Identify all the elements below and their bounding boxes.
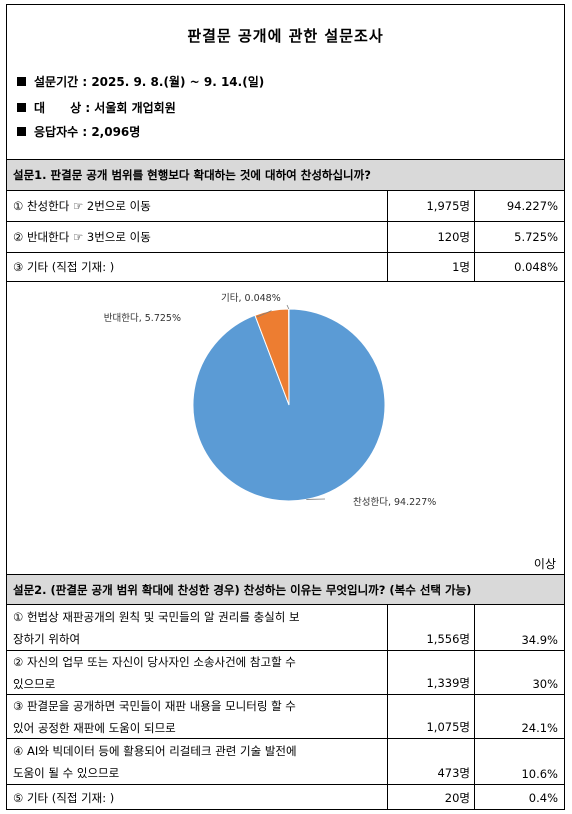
q2-row-line1: ① 헌법상 재판공개의 원칙 및 국민들의 알 권리를 충실히 보	[13, 609, 300, 624]
period-text: 설문기간 : 2025. 9. 8.(월) ~ 9. 14.(일)	[34, 75, 265, 89]
q2-row-label: ⑤ 기타 (직접 기재: )	[13, 790, 115, 805]
square-bullet-icon	[17, 127, 26, 136]
q1-row-label: ③ 기타 (직접 기재: )	[13, 260, 115, 274]
q2-row-count: 1,075명	[387, 695, 475, 738]
q2-row-count: 20명	[387, 785, 475, 810]
q2-row-percent: 0.4%	[528, 790, 558, 805]
info-period: 설문기간 : 2025. 9. 8.(월) ~ 9. 14.(일)	[17, 73, 264, 90]
q1-row-count: 120명	[387, 222, 475, 252]
q1-row-2: ② 반대한다 ☞ 3번으로 이동 120명 5.725%	[7, 222, 564, 253]
q2-row-count: 1,556명	[387, 605, 475, 650]
square-bullet-icon	[17, 77, 26, 86]
q2-row-line1: ② 자신의 업무 또는 자신이 당사자인 소송사건에 참고할 수	[13, 654, 296, 669]
more-label: 이상	[533, 557, 556, 571]
info-target: 대 상 : 서울회 개업회원	[17, 99, 176, 116]
q2-row-percent: 10.6%	[521, 767, 558, 781]
survey-document: 판결문 공개에 관한 설문조사 설문기간 : 2025. 9. 8.(월) ~ …	[6, 4, 565, 810]
target-text: 대 상 : 서울회 개업회원	[34, 101, 176, 115]
q1-row-percent: 94.227%	[506, 199, 558, 213]
q2-row-line1: ③ 판결문을 공개하면 국민들이 재판 내용을 모니터링 할 수	[13, 698, 296, 713]
q1-question: 설문1. 판결문 공개 범위를 현행보다 확대하는 것에 대하여 찬성하십니까?	[13, 168, 371, 182]
q2-row-percent: 24.1%	[521, 721, 558, 735]
q2-row-line2: 장하기 위하여	[13, 631, 81, 646]
q1-header: 설문1. 판결문 공개 범위를 현행보다 확대하는 것에 대하여 찬성하십니까?	[7, 159, 564, 191]
q1-row-3: ③ 기타 (직접 기재: ) 1명 0.048%	[7, 253, 564, 282]
q1-row-percent: 5.725%	[514, 230, 558, 244]
q2-row-line2: 도움이 될 수 있으므로	[13, 765, 120, 780]
leader-line-2	[256, 310, 272, 318]
slice-label-3: 기타, 0.048%	[221, 293, 281, 304]
q1-row-percent: 0.048%	[514, 260, 558, 274]
q2-header: 설문2. (판결문 공개 범위 확대에 찬성한 경우) 찬성하는 이유는 무엇입…	[7, 574, 564, 605]
q2-question: 설문2. (판결문 공개 범위 확대에 찬성한 경우) 찬성하는 이유는 무엇입…	[13, 582, 472, 597]
q2-row-5: ⑤ 기타 (직접 기재: ) 20명 0.4%	[7, 785, 564, 810]
q1-row-label: ① 찬성한다 ☞ 2번으로 이동	[13, 199, 151, 213]
slice-label-2: 반대한다, 5.725%	[104, 313, 181, 324]
leader-line-3	[286, 304, 290, 310]
q2-row-line2: 있어 공정한 재판에 도움이 되므로	[13, 720, 176, 735]
q2-row-percent: 34.9%	[521, 633, 558, 647]
q2-row-percent: 30%	[532, 677, 558, 691]
q2-row-line2: 있으므로	[13, 676, 56, 691]
info-respondents: 응답자수 : 2,096명	[17, 123, 140, 140]
q2-row-count: 1,339명	[387, 651, 475, 694]
q1-row-label: ② 반대한다 ☞ 3번으로 이동	[13, 230, 151, 244]
pie-chart-svg: 찬성한다, 94.227% 반대한다, 5.725% 기타, 0.048%	[104, 293, 437, 508]
q1-row-1: ① 찬성한다 ☞ 2번으로 이동 1,975명 94.227%	[7, 191, 564, 222]
q1-pie-chart: 찬성한다, 94.227% 반대한다, 5.725% 기타, 0.048%	[7, 281, 564, 575]
q1-row-count: 1,975명	[387, 191, 475, 221]
page-title: 판결문 공개에 관한 설문조사	[187, 27, 384, 45]
q2-row-count: 473명	[387, 739, 475, 784]
respondents-text: 응답자수 : 2,096명	[34, 125, 141, 139]
q2-row-line1: ④ AI와 빅데이터 등에 활용되어 리걸테크 관련 기술 발전에	[13, 743, 297, 758]
square-bullet-icon	[17, 103, 26, 112]
slice-label-1: 찬성한다, 94.227%	[353, 497, 436, 508]
q1-row-count: 1명	[387, 253, 475, 281]
